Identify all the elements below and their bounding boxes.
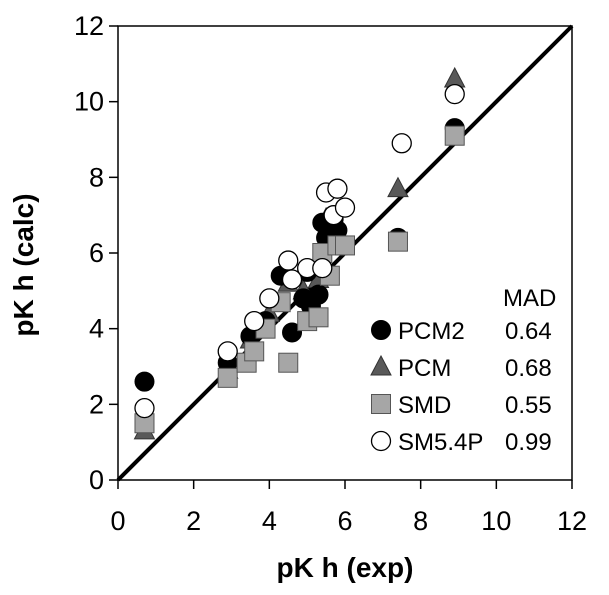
data-point-smd (387, 231, 408, 252)
x-tick-label: 10 (481, 506, 511, 536)
y-tick-label: 2 (89, 389, 104, 419)
data-point-sm5-4p (334, 197, 356, 218)
y-tick-label: 10 (74, 87, 104, 117)
legend-marker-pcm2 (371, 320, 391, 340)
legend-header: MAD (503, 285, 556, 312)
data-point-pcm2 (308, 284, 329, 305)
x-tick-label: 6 (337, 506, 352, 536)
data-point-sm5-4p (391, 133, 412, 154)
data-point-pcm2 (134, 371, 155, 392)
data-point-smd (335, 235, 355, 256)
data-point-sm5-4p (259, 288, 280, 309)
legend-label-pcm: PCM (398, 355, 451, 382)
y-tick-label: 8 (89, 162, 104, 192)
data-point-pcm (387, 176, 409, 198)
y-tick-label: 12 (74, 11, 104, 41)
x-tick-label: 4 (262, 506, 277, 536)
data-point-pcm2 (282, 322, 303, 343)
y-tick-label: 6 (89, 238, 104, 268)
data-point-sm5-4p (134, 397, 155, 419)
y-axis-title: pK h (calc) (8, 193, 39, 336)
x-axis-title: pK h (exp) (277, 552, 414, 583)
legend-label-smd: SMD (398, 392, 451, 419)
x-tick-label: 0 (110, 506, 125, 536)
x-tick-label: 12 (557, 506, 587, 536)
data-point-smd (217, 367, 238, 388)
data-point-smd (278, 352, 299, 373)
data-point-sm5-4p (327, 178, 348, 199)
data-point-sm5-4p (444, 83, 465, 105)
legend-label-sm5-4p: SM5.4P (398, 429, 483, 456)
data-point-sm5-4p (244, 310, 265, 332)
x-tick-label: 8 (413, 506, 428, 536)
legend-mad-pcm: 0.68 (505, 355, 552, 382)
legend-marker-smd (371, 394, 391, 414)
legend-marker-pcm (370, 354, 392, 376)
data-point-sm5-4p (217, 341, 238, 362)
y-tick-label: 0 (89, 465, 104, 495)
legend-mad-sm5-4p: 0.99 (505, 429, 552, 456)
data-point-smd (444, 125, 465, 146)
data-point-smd (244, 341, 265, 362)
legend-label-pcm2: PCM2 (398, 318, 465, 345)
data-point-sm5-4p (312, 257, 333, 279)
data-point-sm5-4p (281, 269, 303, 290)
x-tick-label: 2 (186, 506, 201, 536)
legend-marker-sm5-4p (370, 430, 392, 452)
data-point-smd (308, 307, 329, 328)
y-tick-label: 4 (89, 314, 104, 344)
data-point-sm5-4p (278, 250, 299, 271)
legend-mad-pcm2: 0.64 (505, 318, 552, 345)
legend-mad-smd: 0.55 (505, 392, 552, 419)
